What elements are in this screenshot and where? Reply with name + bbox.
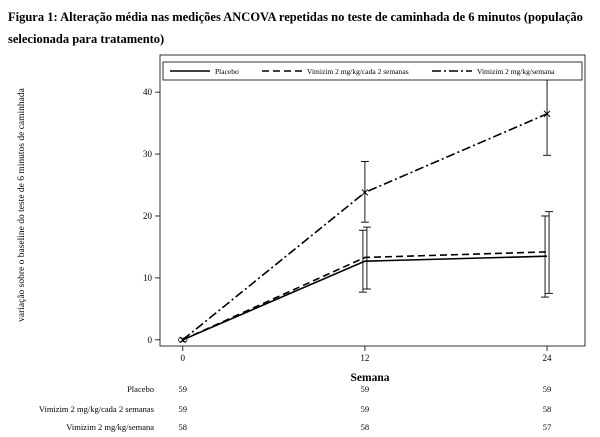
y-tick-label: 40: [143, 87, 153, 97]
y-axis-label: variação sobre o baseline do teste de 6 …: [17, 88, 27, 322]
x-axis-label: Semana: [350, 372, 390, 384]
x-tick-label: 0: [181, 353, 186, 363]
n-table-row-label: Vimizim 2 mg/kg/cada 2 semanas: [38, 404, 154, 414]
n-table-value: 58: [178, 422, 188, 432]
legend-box: [162, 61, 583, 81]
n-table-value: 59: [360, 384, 370, 394]
plot-frame: [159, 54, 586, 347]
series-line-1: [182, 255, 548, 341]
y-tick-label: 10: [143, 273, 153, 283]
x-tick-label: 24: [543, 353, 553, 363]
y-tick-label: 20: [143, 211, 153, 221]
data-point-marker: [361, 189, 369, 196]
n-table-row: Placebo 59 59 59: [0, 384, 600, 398]
legend-label-1: Placebo: [215, 67, 239, 76]
n-table-row: Vimizim 2 mg/kg/cada 2 semanas 59 59 58: [0, 404, 600, 418]
n-table-value: 58: [542, 404, 552, 414]
y-tick-label: 30: [143, 149, 153, 159]
n-table-row: Vimizim 2 mg/kg/semana 58 58 57: [0, 422, 600, 436]
n-table-value: 59: [542, 384, 552, 394]
legend-label-2: Vimizim 2 mg/kg/cada 2 semanas: [307, 67, 409, 76]
n-table-value: 57: [542, 422, 552, 432]
figure-title: Figura 1: Alteração média nas medições A…: [8, 10, 583, 46]
legend-label-3: Vimizim 2 mg/kg/semana: [477, 67, 555, 76]
n-table-value: 59: [360, 404, 370, 414]
data-point-marker: [179, 336, 187, 344]
x-tick-label: 12: [360, 353, 369, 363]
y-tick-label: 0: [148, 335, 153, 345]
n-table-value: 58: [360, 422, 370, 432]
data-point-marker: [543, 110, 551, 118]
n-table-row-label: Vimizim 2 mg/kg/semana: [66, 422, 154, 432]
n-table-value: 59: [178, 384, 188, 394]
n-table-value: 59: [178, 404, 188, 414]
series-line-2: [182, 251, 548, 341]
n-table-row-label: Placebo: [127, 384, 154, 394]
